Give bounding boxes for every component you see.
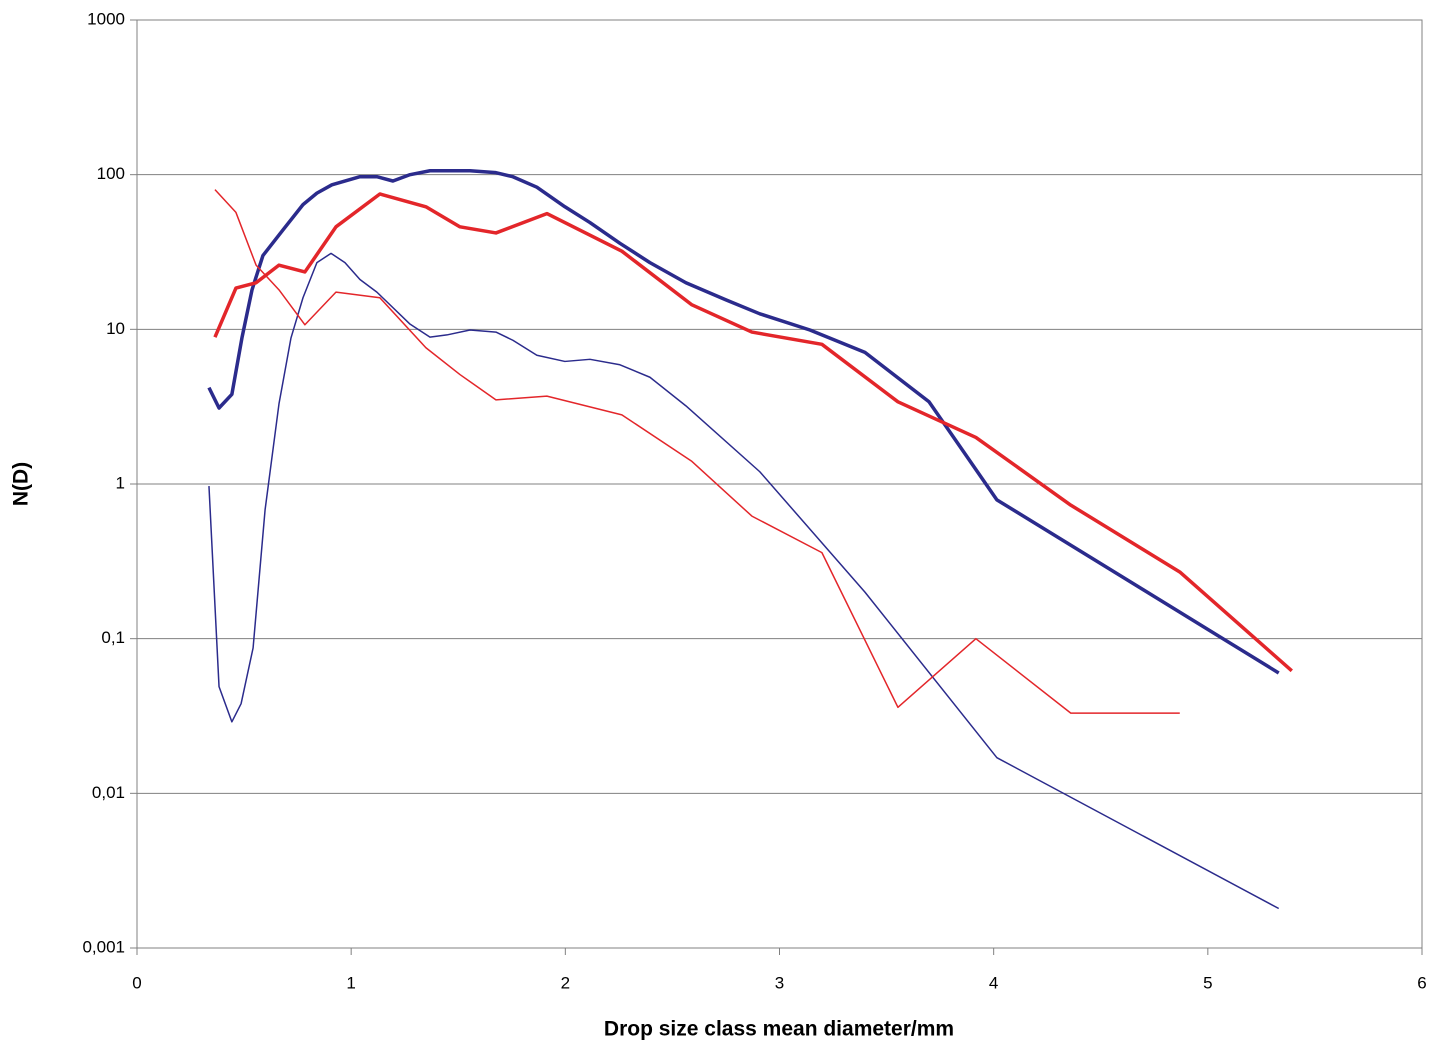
plot-frame	[136, 19, 1423, 949]
y-tick-label: 0,001	[82, 937, 125, 956]
y-axis-title: N(D)	[10, 462, 33, 506]
x-tick-label: 6	[1417, 973, 1426, 992]
x-tick-label: 5	[1203, 973, 1212, 992]
x-tick-label: 2	[561, 973, 570, 992]
series-line	[207, 169, 1280, 675]
y-tick-label: 1	[116, 473, 125, 492]
y-tick-label: 0,1	[101, 628, 125, 647]
x-tick-label: 0	[132, 973, 141, 992]
y-tick-label: 10	[106, 319, 125, 338]
y-tick-label: 0,01	[92, 783, 125, 802]
x-tick-label: 4	[989, 973, 998, 992]
series-line	[214, 189, 1180, 714]
x-tick-label: 3	[775, 973, 784, 992]
series-line	[213, 192, 1293, 673]
y-tick-label: 100	[97, 164, 125, 183]
y-tick-label: 1000	[87, 9, 125, 28]
x-axis-title: Drop size class mean diameter/mm	[604, 1018, 954, 1041]
series-line	[208, 252, 1280, 910]
x-tick-label: 1	[346, 973, 355, 992]
